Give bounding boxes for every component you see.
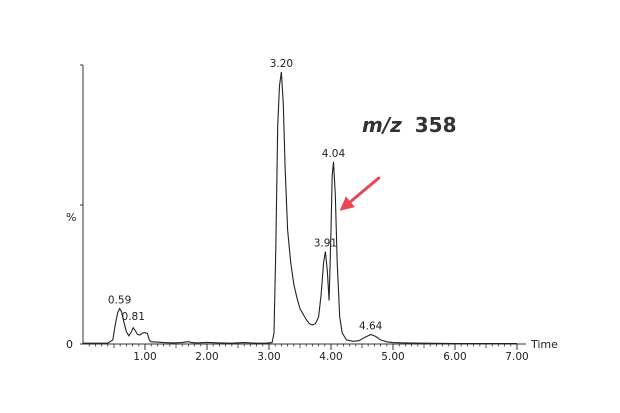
peak-label: 0.81 (122, 311, 145, 323)
arrow-shaft (348, 176, 381, 204)
y-tick-label: 0 (66, 338, 73, 351)
x-tick-label: 2.00 (195, 351, 218, 363)
title-mz: m/z (362, 113, 402, 137)
y-axis-label: % (66, 211, 76, 224)
x-tick-label: 5.00 (381, 351, 404, 363)
peak-labels: 0.59 0.81 3.20 3.91 4.04 4.64 (108, 58, 383, 332)
title-value: 358 (415, 113, 457, 137)
series-line (83, 71, 517, 345)
peak-label: 4.64 (359, 320, 383, 332)
x-tick-label: 3.00 (257, 351, 280, 363)
x-ticks: 1.00 2.00 3.00 4.00 5.00 6.00 7.00 (88, 344, 529, 363)
peak-label: 4.04 (322, 148, 346, 160)
chart-title: m/z 358 (362, 113, 457, 137)
x-tick-label: 6.00 (443, 351, 466, 363)
peak-label: 3.91 (314, 238, 337, 250)
peak-label: 3.20 (270, 58, 293, 70)
annotation-arrow (339, 176, 381, 211)
x-tick-label: 4.00 (319, 351, 342, 363)
x-tick-label: 1.00 (133, 351, 156, 363)
arrow-head (339, 196, 355, 211)
axes (80, 64, 526, 345)
peak-label: 0.59 (108, 295, 131, 307)
x-axis-label: Time (530, 338, 558, 351)
x-tick-label: 7.00 (505, 351, 528, 363)
